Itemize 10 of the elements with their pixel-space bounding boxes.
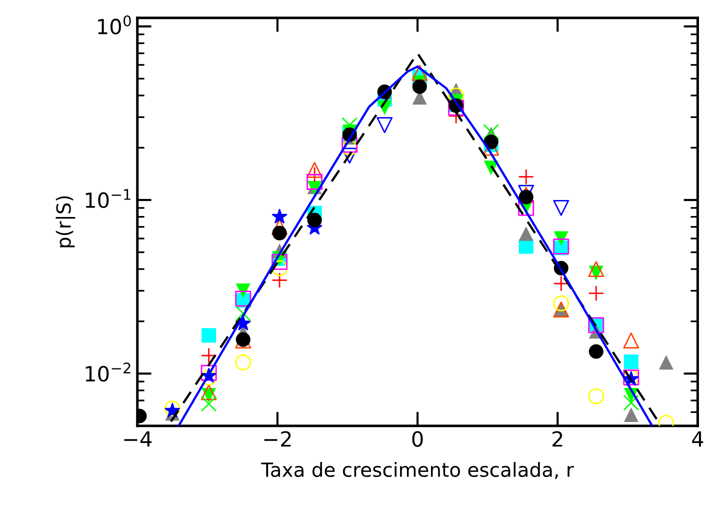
x-tick-label: −2 bbox=[264, 431, 291, 447]
y-tick-label: 10$^{−1}$ bbox=[86, 189, 130, 208]
x-tick-label: 4 bbox=[692, 431, 704, 447]
y-tick-label: 10$^{0}$ bbox=[98, 15, 131, 34]
y-tick-label: 10$^{−2}$ bbox=[86, 362, 130, 382]
x-tick-label: −4 bbox=[124, 431, 152, 447]
x-tick-label: 0 bbox=[412, 431, 423, 447]
x-axis-title: Taxa de crescimento escalada, r bbox=[261, 462, 574, 480]
x-tick-label: 2 bbox=[552, 431, 562, 447]
y-axis-title: p(r|S) bbox=[56, 196, 76, 248]
